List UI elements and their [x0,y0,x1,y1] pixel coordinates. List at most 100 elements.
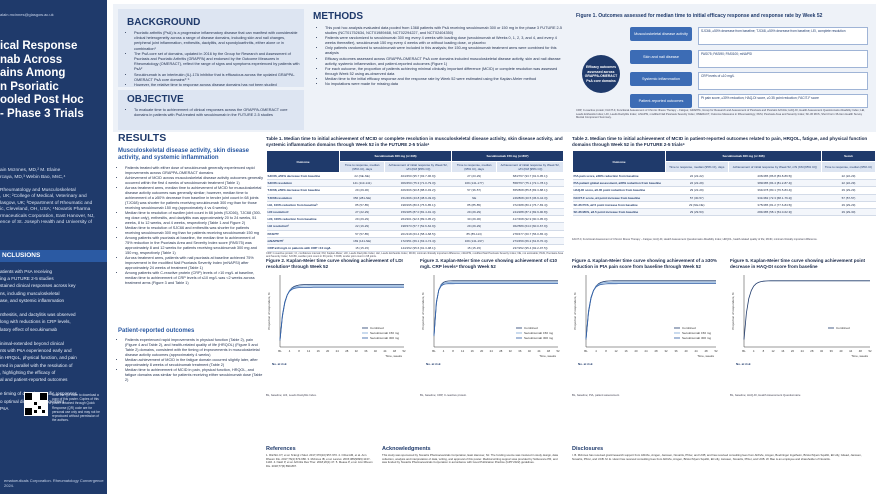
title-line: ical Response [0,40,78,52]
x-tick-label: 12 [614,349,618,353]
x-tick-label: 32 [355,349,359,353]
table-cell: 29 (29-29) [451,208,497,217]
table-2-header-group2: Secuk [821,150,876,162]
legend-label: Secukinumab 150 mg [682,331,711,335]
table-row: LDI, 100% reduction from baseline 29 (29-… [266,215,564,224]
table-cell: 15 (15-15) [339,244,385,253]
conclusion-line: long with reductions in CRP levels, [0,319,71,325]
table-row: FACIT-F score, ≥4 point increase from ba… [572,194,876,202]
table-cell: 27 (23-29) [451,172,497,181]
table-row: TJC68 resolution 356 (281-NE) 151/466 (43.… [266,194,564,202]
domain-result-musculoskeletal: SJC66, ≥50% decrease from baseline; TJC6… [698,27,868,45]
acknowledgments-text: This study was sponsored by Novartis Pha… [382,453,558,465]
table-cell: 85 (85-85) [451,201,497,209]
table-cell: 684/767 (93.7 [91.9-95.1]) [496,172,564,181]
table-cell: 29 (29-29) [821,201,876,209]
km-curve [279,286,404,341]
table-row-label: LEI, 100% reduction from baselineᵇ [266,201,340,209]
methods-bullet: This post hoc analysis evaluated data po… [325,26,565,36]
x-tick-label: 28 [810,349,814,353]
y-axis-label: Proportion of responders, % [731,292,735,330]
y-axis-label: Proportion of responders, % [267,292,271,330]
results-heading: RESULTS [118,132,167,144]
y-axis-label: Proportion of responders, % [421,292,425,330]
table-row-label: LEI resolutionᵈ [266,222,340,231]
x-tick-label: 4 [289,349,291,353]
title-line: ains Among [0,67,66,79]
legend-label: Secukinumab 300 mg [682,336,711,340]
figure-2-footnote: BL, baseline; LDI, Leeds Dactylitis Inde… [266,393,317,398]
x-tick-label: 16 [624,349,628,353]
table-cell: 364/478 (80.1 [76.5-83.4]) [728,186,822,195]
x-tick-label: 40 [374,349,378,353]
x-tick-label: 8 [605,349,607,353]
x-tick-label: 28 [499,349,503,353]
table-cell: 331/482 (72.3 [68.1-76.2]) [728,194,822,202]
x-tick-label: 4 [753,349,755,353]
x-tick-label: 20 [326,349,330,353]
conclusion-line: nthesitis, and dactylitis was observed [0,312,76,318]
x-tick-label: BL [432,349,436,353]
results-bullet: Patients experienced rapid improvements … [125,338,263,358]
conclusion-line: stained clinical responses across key [0,283,76,289]
conclusion-line: inimal-extended beyond clinical [0,341,64,347]
legend-label: Secukinumab 300 mg [524,336,553,340]
table-cell: 29 (29-53) [665,208,729,217]
table-2-subheader-time-1: Time to response, median (95% CI), days [665,161,729,173]
table-cell: 273/459 (66.2 [61.8-70.4]) [496,237,564,245]
at-risk-label: No. at risk [736,362,751,366]
x-tick-label: 28 [654,349,658,353]
references-text: 1. Ritchlin CT, et al. N Engl J Med. 201… [266,453,373,468]
table-1-subheader-time-1: Time to response, median (95% CI), days [338,161,386,173]
table-cell: 22 (NE-NE) [339,172,385,181]
table-cell: 172/251 (69.1 [63.4-74.4]) [384,237,452,245]
methods-bullet: Efficacy outcomes assessed across GRAPPA… [325,57,565,67]
table-1-header-group1: Secukinumab 300 mg (n=496) [339,150,452,162]
methods-bullet: Patients were randomized to secukinumab … [325,36,565,46]
table-cell: 284/485 (58.1 [54.0-62.3]) [728,208,822,217]
table-cell: 27 (22-29) [339,208,385,217]
conclusion-line [0,333,104,340]
x-tick-label: 40 [839,349,843,353]
title-line: - Phase 3 Trials [0,107,84,120]
table-cell: 22 (22-29) [821,172,876,181]
x-tick-label: 16 [471,349,475,353]
conclusion-line: al and patient-reported outcomes [0,377,68,383]
table-cell: 558/767 (75.1 [72.1-78.1]) [496,179,564,188]
legend-label: Combined [524,326,538,330]
x-tick-label: 24 [490,349,494,353]
qr-code-icon[interactable] [24,392,48,416]
results-bullet: Median achievement of MCID in the fatigu… [125,358,263,368]
figure-2-title: Figure 2. Kaplan-Meier time curve showin… [266,258,403,269]
x-tick-label: BL [278,349,282,353]
author-line: ence of St. Joseph Health and University… [0,220,92,225]
references-section: References 1. Ritchlin CT, et al. N Engl… [266,446,376,468]
table-cell: 169 (141-197) [451,237,497,245]
table-cell: 57 (57-85) [339,230,385,238]
figure-3-plot: Proportion of responders, %BL 4 8 12 16 20 24 2… [421,275,560,366]
author-line: , UK; ²College of Medical, Veterinary an… [0,194,87,199]
table-row: mNAPSI75ᶠ 169 (141-NE) 172/251 (69.1 [63.4… [266,237,564,245]
table-cell: 169 (141-177) [451,179,497,188]
author-line: lasgow, UK; ³Department of Rheumatic and [0,200,93,206]
km-curve [433,280,558,337]
qr-code-note: Scan the QR code to download a copy of t… [52,393,100,423]
table-1-note: CRP, C-reactive protein; CI, confidence … [266,252,564,259]
figure-4-title: Figure 4. Kaplan-Meier time curve showin… [572,258,717,269]
table-row-label: TJC68 resolution [266,194,340,202]
conclusion-line: in HRQoL, physical function, and pain [0,355,77,361]
table-cell: 655/808 (85.8 [83.3-88.1]) [496,186,564,195]
methods-bullet: For each outcome, the proportion of pati… [325,67,565,77]
x-tick-label: 8 [452,349,454,353]
objective-heading: OBJECTIVE [127,94,184,105]
disclosures-section: Disclosures I. B. McInnes has received g… [572,446,872,461]
table-cell: 57 (30-57) [665,194,729,202]
x-axis-label: Time, weeks [697,354,714,358]
table-cell: 141 (113-141) [339,179,385,188]
x-tick-label: 12 [772,349,776,353]
x-tick-label: 20 [480,349,484,353]
x-tick-label: 52 [868,349,872,353]
km-curve [279,284,404,341]
figure-5-plot: Proportion of responders, %BL 4 8 12 16 20 24 2… [731,275,872,366]
x-tick-label: 36 [518,349,522,353]
